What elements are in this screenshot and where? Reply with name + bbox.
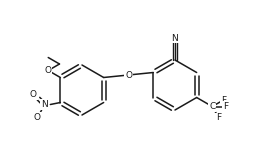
Text: F: F [223, 102, 228, 111]
Text: F: F [221, 96, 226, 104]
Text: N: N [41, 100, 48, 109]
Text: O: O [34, 113, 41, 122]
Text: O: O [125, 71, 132, 80]
Text: O: O [30, 90, 37, 99]
Text: C: C [209, 102, 215, 111]
Text: O: O [45, 66, 52, 75]
Text: F: F [216, 113, 221, 122]
Text: N: N [172, 33, 178, 43]
